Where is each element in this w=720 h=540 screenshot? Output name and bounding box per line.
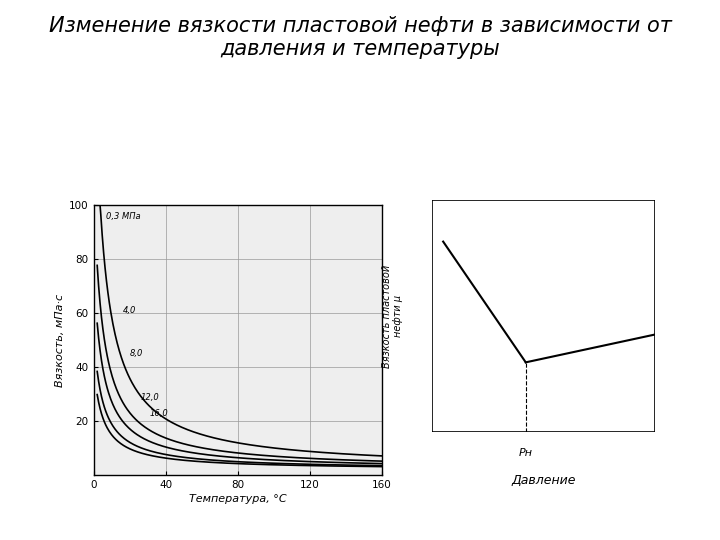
- Text: 0,3 МПа: 0,3 МПа: [107, 212, 141, 221]
- Text: Вязкость пластовой
нефти μ: Вязкость пластовой нефти μ: [382, 264, 403, 368]
- Text: Давление: Давление: [511, 474, 576, 487]
- X-axis label: Температура, °С: Температура, °С: [189, 494, 287, 504]
- Text: 4,0: 4,0: [122, 306, 136, 315]
- Text: 16,0: 16,0: [150, 409, 168, 418]
- Text: 12,0: 12,0: [140, 393, 159, 402]
- Text: Рн: Рн: [518, 448, 533, 458]
- Text: 8,0: 8,0: [130, 349, 143, 359]
- Text: Изменение вязкости пластовой нефти в зависимости от давления и температуры: Изменение вязкости пластовой нефти в зав…: [48, 16, 672, 59]
- Y-axis label: Вязкость, мПа·с: Вязкость, мПа·с: [55, 294, 65, 387]
